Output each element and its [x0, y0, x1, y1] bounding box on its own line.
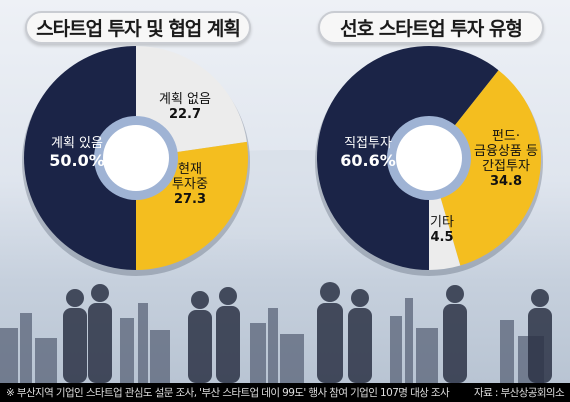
slice-label: 직접투자 — [344, 136, 392, 151]
chart1-label-planned: 계획 있음 50.0% — [32, 136, 122, 170]
slice-value: 4.5 — [430, 229, 454, 245]
slice-label: 현재 — [178, 162, 202, 177]
chart1-slice-1 — [24, 46, 136, 270]
chart1-title: 스타트업 투자 및 협업 계획 — [25, 11, 251, 44]
chart2-title: 선호 스타트업 투자 유형 — [318, 11, 544, 44]
slice-label: 계획 없음 — [159, 92, 211, 107]
slice-label: 펀드· — [491, 129, 521, 144]
chart1-label-investing: 현재 투자중 27.3 — [155, 162, 225, 208]
survey-note: ※ 부산지역 기업인 스타트업 관심도 설문 조사, '부산 스타트업 데이 9… — [6, 387, 450, 399]
donut-charts — [22, 46, 543, 276]
slice-value: 34.8 — [489, 173, 523, 189]
chart1-label-no-plan: 계획 없음 22.7 — [150, 92, 220, 123]
slice-value: 27.3 — [173, 191, 207, 207]
chart2-label-indirect: 펀드· 금융상품 등 간접투자 34.8 — [456, 129, 556, 190]
chart2-label-direct: 직접투자 60.6% — [323, 136, 413, 170]
slice-label: 기타 — [430, 215, 454, 230]
chart2-hole — [396, 125, 462, 191]
slice-label: 금융상품 등 — [474, 143, 538, 159]
chart2-label-other: 기타 4.5 — [422, 215, 462, 246]
slice-value: 50.0% — [49, 150, 105, 170]
slice-value: 60.6% — [340, 150, 396, 170]
chart2-slice-2 — [429, 70, 541, 266]
footer: ※ 부산지역 기업인 스타트업 관심도 설문 조사, '부산 스타트업 데이 9… — [0, 383, 570, 402]
source-note: 자료 : 부산상공회의소 — [474, 387, 565, 399]
slice-label: 투자중 — [172, 176, 208, 192]
city-silhouette-image — [0, 282, 552, 383]
slice-label: 간접투자 — [482, 158, 530, 174]
slice-label: 계획 있음 — [51, 136, 103, 151]
slice-value: 22.7 — [168, 106, 202, 122]
chart1-hole — [103, 125, 169, 191]
